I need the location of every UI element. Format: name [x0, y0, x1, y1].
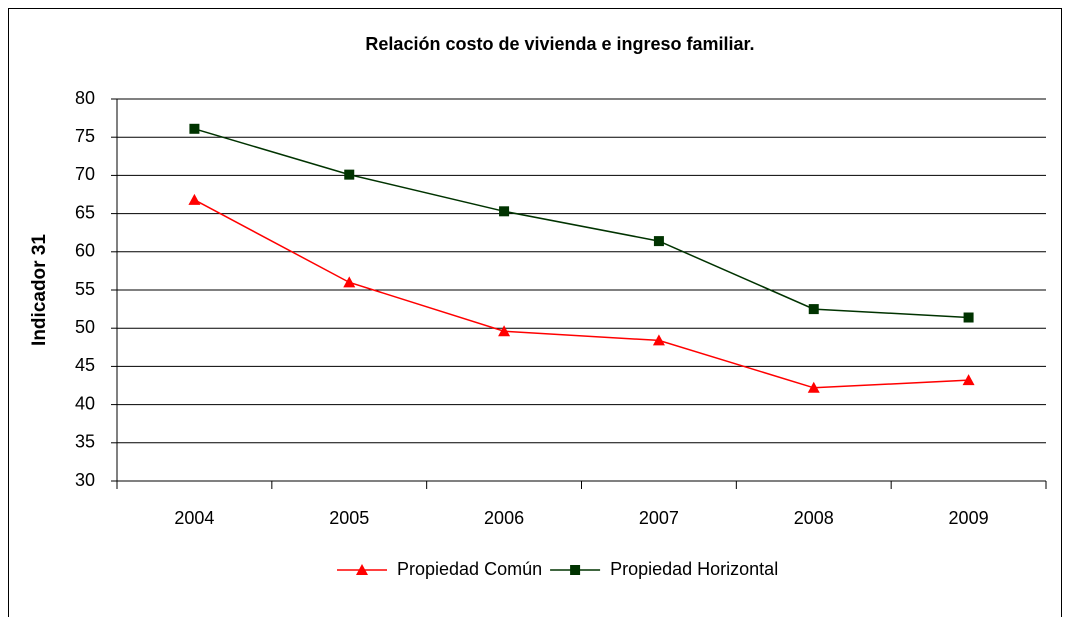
y-tick-label: 45 [75, 355, 95, 375]
marker [189, 123, 200, 134]
marker [807, 381, 820, 393]
y-tick-label: 55 [75, 279, 95, 299]
legend-label: Propiedad Horizontal [610, 559, 778, 579]
marker [652, 334, 665, 346]
series-line [194, 128, 969, 319]
marker [356, 564, 368, 575]
y-tick-label: 35 [75, 432, 95, 452]
y-axis-label: Indicador 31 [29, 234, 50, 346]
legend-label: Propiedad Común [397, 559, 542, 579]
chart-frame [8, 8, 1062, 617]
x-tick-label: 2008 [794, 508, 834, 528]
marker [808, 304, 819, 315]
x-tick-label: 2009 [949, 508, 989, 528]
x-tick-label: 2005 [329, 508, 369, 528]
y-tick-label: 80 [75, 88, 95, 108]
marker [343, 276, 356, 288]
marker [653, 236, 664, 247]
y-tick-label: 30 [75, 470, 95, 490]
x-tick-label: 2004 [174, 508, 214, 528]
marker [962, 374, 975, 386]
x-tick-label: 2006 [484, 508, 524, 528]
y-tick-label: 60 [75, 241, 95, 261]
y-tick-label: 65 [75, 202, 95, 222]
marker [188, 193, 201, 205]
y-tick-label: 50 [75, 317, 95, 337]
marker [963, 312, 974, 323]
y-tick-label: 40 [75, 393, 95, 413]
marker [498, 325, 511, 337]
chart-title: Relación costo de vivienda e ingreso fam… [365, 34, 754, 54]
marker [344, 169, 355, 180]
marker [499, 206, 510, 217]
x-tick-label: 2007 [639, 508, 679, 528]
y-tick-label: 75 [75, 126, 95, 146]
y-tick-label: 70 [75, 164, 95, 184]
series-line [194, 199, 969, 389]
marker [570, 565, 581, 575]
